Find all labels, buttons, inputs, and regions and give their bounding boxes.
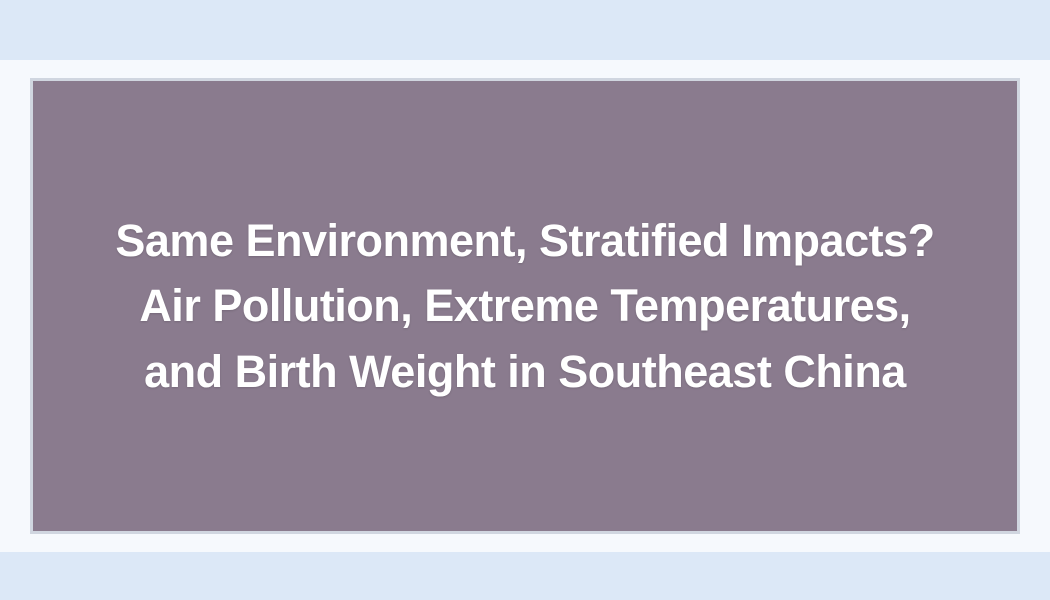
content-area: Same Environment, Stratified Impacts? Ai… (0, 60, 1050, 552)
title-line-2: Air Pollution, Extreme Temperatures, (115, 273, 934, 338)
bottom-band (0, 552, 1050, 600)
title-line-1: Same Environment, Stratified Impacts? (115, 208, 934, 273)
title-line-3: and Birth Weight in Southeast China (115, 339, 934, 404)
title-panel: Same Environment, Stratified Impacts? Ai… (30, 78, 1020, 534)
top-band (0, 0, 1050, 60)
title-text: Same Environment, Stratified Impacts? Ai… (115, 208, 934, 404)
